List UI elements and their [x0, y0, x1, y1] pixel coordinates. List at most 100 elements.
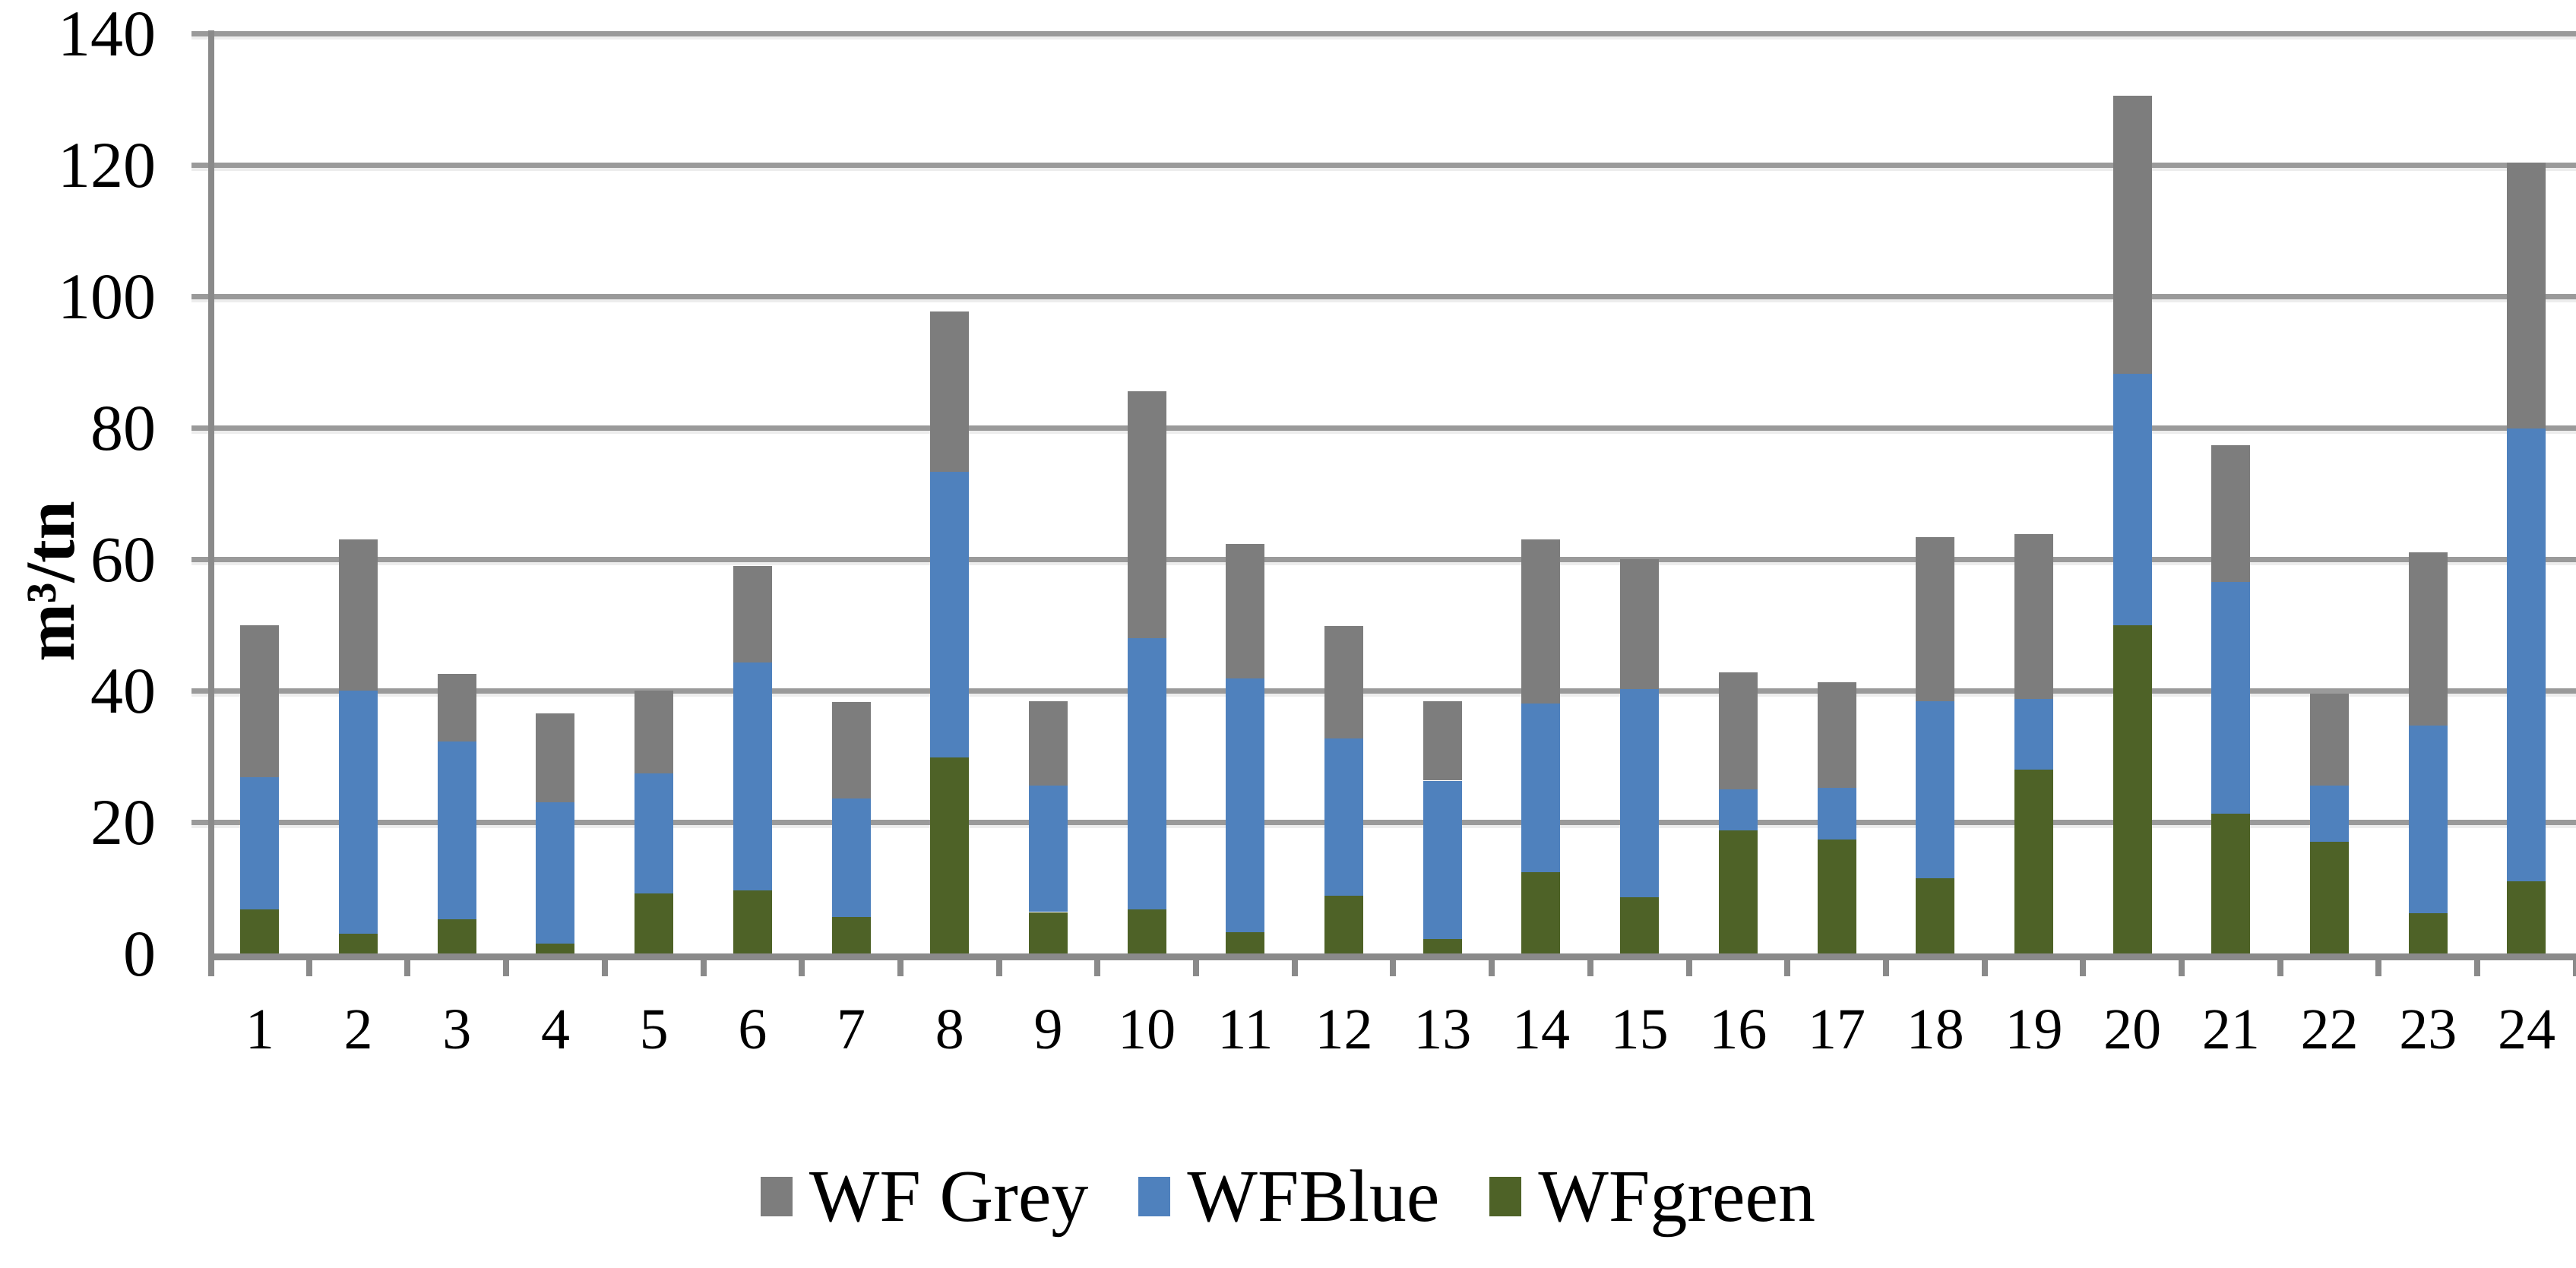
x-axis-category-label: 20 — [2103, 998, 2162, 1061]
bar-segment-wfgreen-cat11 — [1226, 932, 1265, 953]
bar-segment-wfblue-cat6 — [733, 662, 772, 890]
x-axis-tick — [1685, 960, 1692, 976]
x-axis-category-label: 10 — [1118, 998, 1176, 1061]
bar-segment-wfgreen-cat22 — [2310, 841, 2350, 953]
bar-segment-wfgreen-cat19 — [2014, 769, 2053, 953]
bar-segment-wf-grey-cat10 — [1127, 391, 1166, 638]
y-axis-line — [208, 30, 214, 976]
legend-label: WFgreen — [1538, 1156, 1816, 1238]
bar-segment-wf-grey-cat24 — [2507, 163, 2546, 428]
legend-swatch-blue-icon — [1138, 1177, 1171, 1216]
bar-segment-wfblue-cat1 — [240, 777, 280, 910]
bar-segment-wfblue-cat7 — [831, 798, 871, 917]
x-axis-tick — [1981, 960, 1988, 976]
bar-segment-wf-grey-cat23 — [2408, 552, 2448, 726]
bar-segment-wfblue-cat24 — [2507, 428, 2546, 881]
legend-label: WFBlue — [1187, 1156, 1440, 1238]
x-axis-category-label: 9 — [1033, 998, 1063, 1061]
x-axis-tick — [1193, 960, 1199, 976]
bar-segment-wfblue-cat22 — [2310, 786, 2350, 842]
gridline-y140 — [191, 30, 2576, 36]
bar-segment-wfgreen-cat23 — [2408, 913, 2448, 953]
legend-label: WF Grey — [809, 1156, 1089, 1238]
bar-segment-wf-grey-cat9 — [1028, 700, 1068, 786]
bar-segment-wf-grey-cat16 — [1718, 672, 1758, 789]
x-axis-tick — [1291, 960, 1298, 976]
x-axis-tick — [897, 960, 903, 976]
x-axis-tick — [1489, 960, 1495, 976]
bar-segment-wfblue-cat17 — [1817, 788, 1856, 840]
x-axis-category-label: 4 — [540, 998, 570, 1061]
x-axis-tick — [2474, 960, 2481, 976]
bar-segment-wfgreen-cat12 — [1324, 895, 1364, 953]
bar-segment-wfgreen-cat5 — [635, 893, 674, 953]
bar-segment-wf-grey-cat6 — [733, 565, 772, 662]
x-axis-category-label: 8 — [935, 998, 964, 1061]
bar-segment-wfblue-cat18 — [1916, 700, 1955, 879]
bar-segment-wfblue-cat15 — [1620, 689, 1660, 898]
bar-segment-wfblue-cat2 — [339, 691, 378, 934]
bar-segment-wf-grey-cat21 — [2211, 445, 2251, 583]
bar-segment-wfgreen-cat6 — [733, 890, 772, 953]
bar-segment-wfblue-cat5 — [635, 773, 674, 894]
x-axis-tick — [2277, 960, 2283, 976]
x-axis-category-label: 5 — [639, 998, 669, 1061]
legend-swatch-grey-icon — [760, 1177, 793, 1216]
x-axis-tick — [1882, 960, 1889, 976]
x-axis-category-label: 7 — [837, 998, 866, 1061]
x-axis-tick — [1390, 960, 1397, 976]
gridline-y80 — [191, 425, 2576, 431]
x-axis-tick — [2080, 960, 2087, 976]
bar-segment-wfblue-cat12 — [1324, 738, 1364, 896]
bar-segment-wfgreen-cat20 — [2112, 625, 2152, 953]
bar-segment-wfblue-cat10 — [1127, 637, 1166, 910]
x-axis-category-label: 11 — [1217, 998, 1274, 1061]
x-axis-line — [210, 953, 2576, 960]
x-axis-category-label: 3 — [442, 998, 472, 1061]
bar-segment-wfgreen-cat4 — [536, 944, 575, 953]
bar-segment-wfblue-cat14 — [1521, 704, 1561, 872]
bar-segment-wfgreen-cat1 — [240, 909, 280, 953]
x-axis-category-label: 15 — [1610, 998, 1669, 1061]
y-axis-tick-label: 20 — [90, 786, 156, 859]
bar-segment-wfblue-cat8 — [930, 471, 970, 758]
bar-segment-wf-grey-cat20 — [2112, 96, 2152, 375]
bar-segment-wf-grey-cat22 — [2310, 694, 2350, 786]
legend-item-wf-grey: WF Grey — [760, 1151, 1089, 1242]
bar-segment-wfgreen-cat18 — [1916, 878, 1955, 953]
x-axis-tick — [2572, 960, 2576, 976]
y-axis-tick-label: 40 — [90, 654, 156, 727]
x-axis-category-label: 21 — [2201, 998, 2260, 1061]
x-axis-category-label: 24 — [2497, 998, 2555, 1061]
x-axis-tick — [799, 960, 805, 976]
bar-segment-wfgreen-cat7 — [831, 916, 871, 953]
bar-segment-wfgreen-cat17 — [1817, 840, 1856, 953]
gridline-y100 — [191, 293, 2576, 299]
y-axis-tick-label: 120 — [58, 128, 156, 201]
bar-segment-wfblue-cat9 — [1028, 785, 1068, 912]
bar-segment-wf-grey-cat8 — [930, 311, 970, 472]
x-axis-tick — [1784, 960, 1791, 976]
x-axis-category-label: 17 — [1808, 998, 1866, 1061]
x-axis-category-label: 18 — [1906, 998, 1964, 1061]
x-axis-tick — [404, 960, 411, 976]
y-axis-tick-label: 100 — [58, 260, 156, 333]
bar-segment-wfgreen-cat9 — [1028, 912, 1068, 953]
x-axis-category-label: 2 — [343, 998, 373, 1061]
bar-segment-wf-grey-cat1 — [240, 625, 280, 778]
y-axis-tick-label: 60 — [90, 523, 156, 596]
bar-segment-wfgreen-cat21 — [2211, 813, 2251, 953]
bar-segment-wf-grey-cat19 — [2014, 534, 2053, 700]
bar-segment-wf-grey-cat13 — [1422, 700, 1462, 781]
bar-segment-wf-grey-cat17 — [1817, 681, 1856, 788]
bar-segment-wfgreen-cat13 — [1422, 938, 1462, 953]
bar-segment-wfgreen-cat3 — [437, 919, 476, 953]
bar-segment-wfgreen-cat8 — [930, 757, 970, 953]
bar-segment-wfblue-cat16 — [1718, 789, 1758, 831]
bar-segment-wf-grey-cat2 — [339, 539, 378, 691]
gridline-y120 — [191, 162, 2576, 168]
x-axis-category-label: 14 — [1511, 998, 1570, 1061]
bar-segment-wfgreen-cat2 — [339, 934, 378, 953]
bar-segment-wfgreen-cat24 — [2507, 881, 2546, 953]
gridline-y60 — [191, 556, 2576, 562]
